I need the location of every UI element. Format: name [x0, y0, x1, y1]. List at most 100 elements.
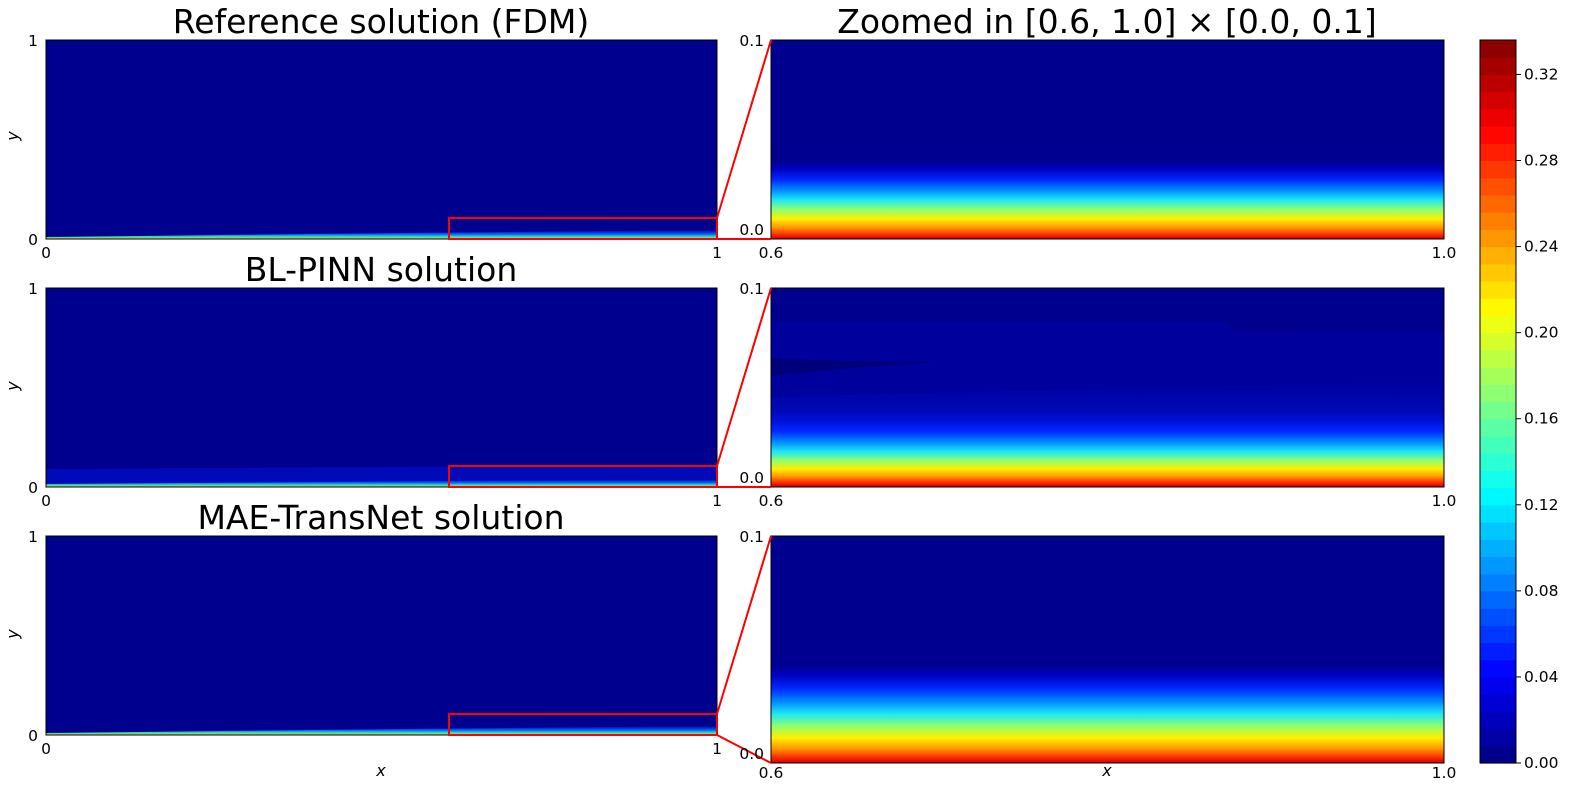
colorbar-band [1480, 659, 1516, 678]
plot-frame [770, 287, 1445, 488]
colorbar-band [1480, 349, 1516, 368]
main-panel [45, 535, 718, 736]
colorbar-band [1480, 212, 1516, 230]
colorbar-band [1480, 487, 1516, 506]
colorbar-band [1480, 676, 1516, 695]
colorbar: 0.00 0.04 0.08 0.12 0.16 0.20 0.24 0.28 0.32 [1479, 39, 1559, 772]
y-tick-label: 0 [28, 231, 38, 249]
plot-frame [45, 287, 718, 488]
colorbar-tick-label: 0.04 [1524, 668, 1559, 686]
colorbar-band [1480, 522, 1516, 540]
colorbar-band [1480, 401, 1516, 420]
x-tick-label: 1.0 [1432, 244, 1457, 262]
colorbar-band [1480, 229, 1516, 248]
boundary-layer [46, 230, 717, 239]
boundary-layer [46, 479, 717, 487]
heatmap-field [46, 288, 717, 487]
colorbar-band [1480, 40, 1516, 58]
colorbar-band [1480, 745, 1516, 764]
y-tick-label: 0.1 [739, 280, 764, 298]
main-panel [45, 287, 718, 488]
colorbar-band [1480, 315, 1516, 334]
colorbar-band [1480, 711, 1516, 730]
connector-lines [716, 39, 772, 240]
colorbar-band [1480, 108, 1516, 127]
colorbar-band [1480, 177, 1516, 196]
x-tick-label: 1.0 [1432, 764, 1457, 782]
colorbar-tick-label: 0.16 [1524, 410, 1559, 428]
colorbar-band [1480, 126, 1516, 144]
x-tick-label: 1 [712, 244, 722, 262]
panel-title: Zoomed in [0.6, 1.0] × [0.0, 0.1] [837, 2, 1376, 41]
x-tick-label: 1 [712, 740, 722, 758]
colorbar-tick-label: 0.28 [1524, 152, 1559, 170]
colorbar-band [1480, 281, 1516, 299]
boundary-layer [771, 630, 1444, 763]
heatmap-field [46, 40, 717, 239]
colorbar-tick-label: 0.32 [1524, 65, 1559, 83]
y-axis-label: y [3, 381, 22, 392]
y-tick-label: 0 [28, 727, 38, 745]
colorbar-band [1480, 384, 1516, 403]
colorbar-band [1480, 143, 1516, 162]
y-axis-label: y [3, 629, 22, 640]
y-tick-label: 0.0 [739, 745, 764, 763]
y-tick-label: 0.0 [739, 221, 764, 239]
x-tick-label: 0.6 [759, 764, 784, 782]
panel-title: Reference solution (FDM) [173, 2, 589, 41]
y-axis-label: y [3, 131, 22, 142]
colorbar-band [1480, 246, 1516, 265]
boundary-layer [771, 133, 1444, 239]
colorbar-frame [1479, 39, 1517, 764]
x-tick-label: 0.6 [759, 244, 784, 262]
colorbar-band [1480, 453, 1516, 471]
connector-line [716, 734, 772, 764]
connector-line [716, 287, 772, 467]
colorbar-band [1480, 263, 1516, 282]
colorbar-tick-label: 0.12 [1524, 496, 1559, 514]
x-tick-label: 1.0 [1432, 492, 1457, 510]
y-tick-label: 1 [28, 32, 38, 50]
plot-frame [770, 535, 1445, 764]
colorbar-tick-label: 0.24 [1524, 238, 1559, 256]
contour-band [771, 358, 940, 376]
colorbar-band [1480, 194, 1516, 213]
colorbar-band [1480, 642, 1516, 661]
colorbar-band [1480, 470, 1516, 489]
colorbar-band [1480, 367, 1516, 385]
colorbar-band [1480, 608, 1516, 626]
zoom-panel [770, 287, 1445, 488]
colorbar-band [1480, 625, 1516, 644]
connector-lines [716, 535, 772, 764]
colorbar-band [1480, 418, 1516, 437]
heatmap-field [46, 536, 717, 735]
colorbar-band [1480, 57, 1516, 76]
boundary-layer [771, 380, 1444, 487]
colorbar-band [1480, 556, 1516, 575]
x-tick-label: 0.6 [759, 492, 784, 510]
zoom-panel [770, 39, 1445, 240]
x-axis-label: x [1101, 761, 1112, 780]
colorbar-band [1480, 539, 1516, 558]
connector-lines [716, 287, 772, 488]
x-tick-label: 0 [41, 492, 51, 510]
colorbar-band [1480, 573, 1516, 592]
y-tick-label: 0.1 [739, 32, 764, 50]
main-panel [45, 39, 718, 240]
boundary-layer [46, 726, 717, 735]
plot-frame [770, 39, 1445, 240]
colorbar-band [1480, 435, 1516, 454]
colorbar-tick-label: 0.00 [1524, 754, 1559, 772]
y-tick-label: 1 [28, 280, 38, 298]
colorbar-tick-label: 0.20 [1524, 324, 1559, 342]
x-tick-label: 1 [712, 492, 722, 510]
colorbar-band [1480, 590, 1516, 609]
plot-frame [45, 535, 718, 736]
colorbar-band [1480, 160, 1516, 179]
colorbar-band [1480, 298, 1516, 317]
plot-frame [45, 39, 718, 240]
inset-box [448, 217, 718, 240]
colorbar-band [1480, 504, 1516, 523]
colorbar-tick-label: 0.08 [1524, 582, 1559, 600]
